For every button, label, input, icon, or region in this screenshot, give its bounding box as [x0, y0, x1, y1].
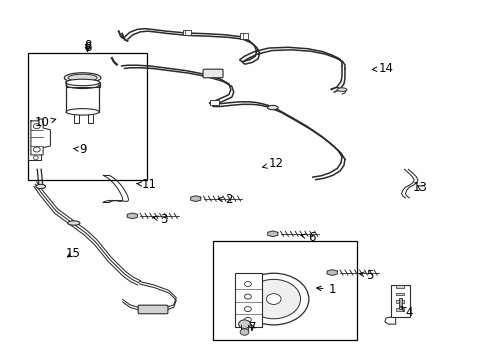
Text: 2: 2: [218, 193, 232, 206]
Text: 13: 13: [412, 181, 427, 194]
FancyBboxPatch shape: [203, 69, 223, 78]
Circle shape: [266, 294, 281, 305]
Bar: [395, 293, 404, 296]
Bar: [398, 298, 401, 309]
Circle shape: [246, 279, 300, 319]
Text: 3: 3: [153, 213, 167, 226]
Ellipse shape: [336, 88, 346, 91]
Circle shape: [33, 124, 40, 129]
Text: 12: 12: [262, 157, 283, 170]
Bar: [182, 30, 191, 35]
Text: 9: 9: [73, 143, 86, 156]
Text: 8: 8: [83, 41, 91, 54]
Circle shape: [238, 320, 250, 328]
Ellipse shape: [64, 73, 101, 83]
Text: 15: 15: [65, 247, 80, 260]
Bar: [390, 285, 409, 317]
Circle shape: [244, 282, 251, 287]
Text: 14: 14: [371, 62, 393, 75]
Circle shape: [238, 273, 308, 325]
Circle shape: [33, 147, 40, 152]
Ellipse shape: [68, 74, 97, 81]
Bar: [212, 241, 356, 339]
Bar: [395, 285, 404, 288]
Text: 11: 11: [136, 178, 157, 191]
Bar: [210, 100, 219, 105]
Circle shape: [244, 294, 251, 299]
Text: 4: 4: [400, 306, 412, 319]
Ellipse shape: [68, 221, 80, 225]
Circle shape: [240, 329, 248, 335]
Ellipse shape: [267, 105, 278, 110]
Bar: [234, 273, 261, 327]
Text: 7: 7: [248, 320, 256, 333]
Text: 5: 5: [359, 269, 373, 282]
Text: 1: 1: [316, 283, 335, 296]
Text: 8: 8: [83, 39, 91, 52]
Polygon shape: [267, 231, 277, 237]
Polygon shape: [190, 196, 201, 202]
Ellipse shape: [36, 184, 45, 189]
Polygon shape: [326, 270, 337, 275]
FancyBboxPatch shape: [138, 305, 167, 314]
Ellipse shape: [66, 81, 99, 89]
Text: 10: 10: [35, 116, 56, 129]
Bar: [395, 308, 404, 311]
Bar: [395, 300, 404, 303]
Circle shape: [33, 156, 38, 159]
Ellipse shape: [65, 79, 100, 86]
Circle shape: [244, 307, 251, 312]
Circle shape: [244, 318, 251, 322]
Bar: [27, 53, 147, 180]
Text: 6: 6: [300, 231, 315, 244]
Bar: [239, 33, 248, 39]
Polygon shape: [127, 213, 137, 219]
Ellipse shape: [66, 109, 99, 115]
